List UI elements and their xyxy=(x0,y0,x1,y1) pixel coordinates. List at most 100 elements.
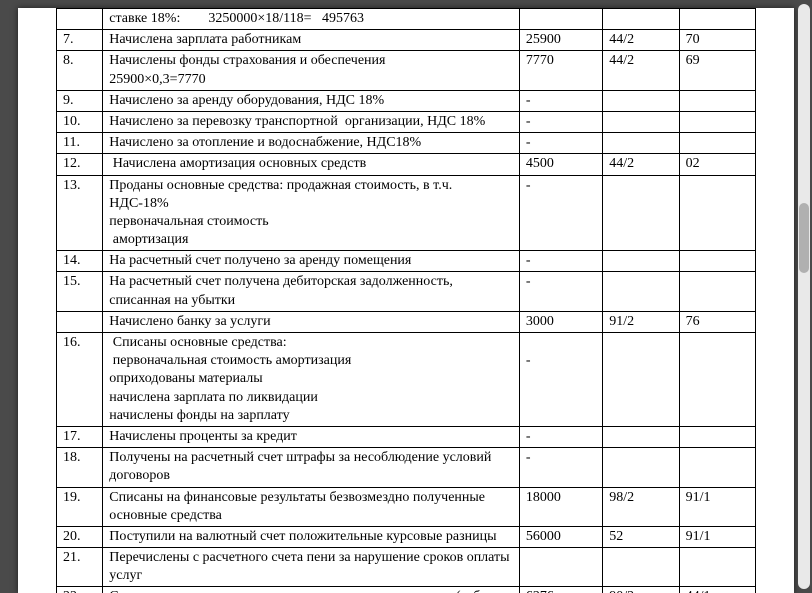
cell-c1: 21. xyxy=(57,548,103,587)
cell-c5: 44/1 44/2 xyxy=(679,587,755,593)
cell-c3: - xyxy=(519,333,602,427)
cell-c2: Проданы основные средства: продажная сто… xyxy=(103,175,520,251)
cell-c2: Перечислены с расчетного счета пени за н… xyxy=(103,548,520,587)
cell-c5 xyxy=(679,333,755,427)
cell-c3: - xyxy=(519,175,602,251)
table-row: Начислено банку за услуги300091/276 xyxy=(57,311,756,332)
scrollbar-thumb[interactable] xyxy=(799,203,809,273)
cell-c1: 19. xyxy=(57,487,103,526)
cell-c2: Начислено за аренду оборудования, НДС 18… xyxy=(103,90,520,111)
cell-c4: 44/2 xyxy=(603,51,679,90)
cell-c2: Списаны расходы на продажу по реализован… xyxy=(103,587,520,593)
cell-c3: - xyxy=(519,133,602,154)
cell-c4: 98/2 xyxy=(603,487,679,526)
cell-c3: 25900 xyxy=(519,30,602,51)
cell-c3: 4500 xyxy=(519,154,602,175)
cell-c5 xyxy=(679,272,755,311)
cell-c4 xyxy=(603,175,679,251)
cell-c5 xyxy=(679,9,755,30)
table-row: 21.Перечислены с расчетного счета пени з… xyxy=(57,548,756,587)
cell-c5 xyxy=(679,175,755,251)
cell-c2: Начислено за перевозку транспортной орга… xyxy=(103,111,520,132)
cell-c2: Начислено банку за услуги xyxy=(103,311,520,332)
cell-c5 xyxy=(679,90,755,111)
cell-c3: 18000 xyxy=(519,487,602,526)
table-row: 8.Начислены фонды страхования и обеспече… xyxy=(57,51,756,90)
cell-c5 xyxy=(679,133,755,154)
cell-c1: 15. xyxy=(57,272,103,311)
cell-c5 xyxy=(679,548,755,587)
cell-c3: - xyxy=(519,448,602,487)
cell-c1: 11. xyxy=(57,133,103,154)
cell-c5: 02 xyxy=(679,154,755,175)
cell-c2: На расчетный счет получено за аренду пом… xyxy=(103,251,520,272)
cell-c3 xyxy=(519,9,602,30)
cell-c2: Получены на расчетный счет штрафы за нес… xyxy=(103,448,520,487)
cell-c5: 70 xyxy=(679,30,755,51)
cell-c2: Начислена зарплата работникам xyxy=(103,30,520,51)
cell-c4 xyxy=(603,251,679,272)
vertical-scrollbar[interactable] xyxy=(798,4,810,589)
cell-c1 xyxy=(57,9,103,30)
cell-c2: Начислены фонды страхования и обеспечени… xyxy=(103,51,520,90)
table-row: 9.Начислено за аренду оборудования, НДС … xyxy=(57,90,756,111)
cell-c1: 16. xyxy=(57,333,103,427)
table-row: 18.Получены на расчетный счет штрафы за … xyxy=(57,448,756,487)
cell-c4 xyxy=(603,548,679,587)
cell-c4 xyxy=(603,111,679,132)
table-row: 22.Списаны расходы на продажу по реализо… xyxy=(57,587,756,593)
table-row: 12. Начислена амортизация основных средс… xyxy=(57,154,756,175)
cell-c3: 56000 xyxy=(519,526,602,547)
cell-c1: 17. xyxy=(57,426,103,447)
cell-c3: - xyxy=(519,272,602,311)
cell-c2: Поступили на валютный счет положительные… xyxy=(103,526,520,547)
cell-c4 xyxy=(603,426,679,447)
cell-c4 xyxy=(603,272,679,311)
cell-c1: 8. xyxy=(57,51,103,90)
cell-c3: 3000 xyxy=(519,311,602,332)
cell-c5: 76 xyxy=(679,311,755,332)
table-row: 15.На расчетный счет получена дебиторска… xyxy=(57,272,756,311)
cell-c1: 9. xyxy=(57,90,103,111)
cell-c3: - xyxy=(519,90,602,111)
table-row: 16. Списаны основные средства: первонача… xyxy=(57,333,756,427)
table-row: 17.Начислены проценты за кредит- xyxy=(57,426,756,447)
cell-c4: 91/2 xyxy=(603,311,679,332)
table-row: 20.Поступили на валютный счет положитель… xyxy=(57,526,756,547)
table-row: 13.Проданы основные средства: продажная … xyxy=(57,175,756,251)
document-page: ставке 18%: 3250000×18/118= 4957637.Начи… xyxy=(18,8,794,593)
cell-c1: 13. xyxy=(57,175,103,251)
accounting-table: ставке 18%: 3250000×18/118= 4957637.Начи… xyxy=(56,8,756,593)
cell-c5: 69 xyxy=(679,51,755,90)
cell-c1: 22. xyxy=(57,587,103,593)
cell-c5 xyxy=(679,251,755,272)
cell-c3: 6276 38170 xyxy=(519,587,602,593)
cell-c4 xyxy=(603,333,679,427)
cell-c5 xyxy=(679,426,755,447)
pdf-viewer: ставке 18%: 3250000×18/118= 4957637.Начи… xyxy=(0,0,812,593)
cell-c3: - xyxy=(519,111,602,132)
table-row: 19.Списаны на финансовые результаты безв… xyxy=(57,487,756,526)
cell-c1: 7. xyxy=(57,30,103,51)
table-row: 11.Начислено за отопление и водоснабжени… xyxy=(57,133,756,154)
cell-c1: 14. xyxy=(57,251,103,272)
cell-c4: 90/2 90/2 xyxy=(603,587,679,593)
cell-c4 xyxy=(603,133,679,154)
cell-c3: - xyxy=(519,251,602,272)
cell-c4: 44/2 xyxy=(603,154,679,175)
cell-c2: Начислена амортизация основных средств xyxy=(103,154,520,175)
table-row: 7.Начислена зарплата работникам2590044/2… xyxy=(57,30,756,51)
cell-c2: ставке 18%: 3250000×18/118= 495763 xyxy=(103,9,520,30)
cell-c3: 7770 xyxy=(519,51,602,90)
cell-c4: 52 xyxy=(603,526,679,547)
cell-c5: 91/1 xyxy=(679,487,755,526)
cell-c1: 20. xyxy=(57,526,103,547)
cell-c5 xyxy=(679,448,755,487)
cell-c2: Начислено за отопление и водоснабжение, … xyxy=(103,133,520,154)
cell-c4: 44/2 xyxy=(603,30,679,51)
cell-c4 xyxy=(603,448,679,487)
cell-c1: 10. xyxy=(57,111,103,132)
cell-c2: Списаны на финансовые результаты безвозм… xyxy=(103,487,520,526)
cell-c3 xyxy=(519,548,602,587)
cell-c2: На расчетный счет получена дебиторская з… xyxy=(103,272,520,311)
